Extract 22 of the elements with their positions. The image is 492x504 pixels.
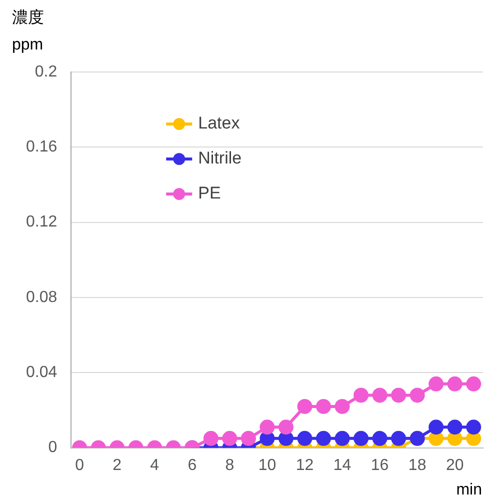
x-tick-label: 6 [188, 456, 197, 474]
x-tick-label: 2 [112, 456, 122, 474]
legend-label: Latex [198, 114, 240, 133]
y-tick-label: 0.12 [26, 214, 58, 231]
y-tick-label: 0 [48, 439, 58, 456]
x-tick-label: 4 [150, 456, 160, 474]
legend-label: PE [198, 184, 221, 203]
y-axis-title: 濃度 ppm [12, 8, 44, 54]
x-tick-label: 20 [446, 456, 464, 474]
x-tick-label: 18 [408, 456, 426, 474]
x-tick-label: 12 [296, 456, 314, 474]
x-axis-title: min [456, 481, 482, 498]
x-tick-label: 16 [370, 456, 389, 474]
x-tick-label: 8 [225, 456, 234, 474]
y-tick-label: 0.08 [26, 288, 58, 306]
x-tick-label: 0 [75, 456, 84, 474]
y-tick-label: 0.16 [26, 138, 58, 156]
x-tick-label: 14 [333, 456, 352, 474]
y-tick-label: 0.04 [26, 364, 58, 382]
x-tick-label: 10 [258, 456, 276, 474]
y-tick-label: 0.2 [34, 63, 58, 80]
legend-label: Nitrile [198, 148, 242, 168]
